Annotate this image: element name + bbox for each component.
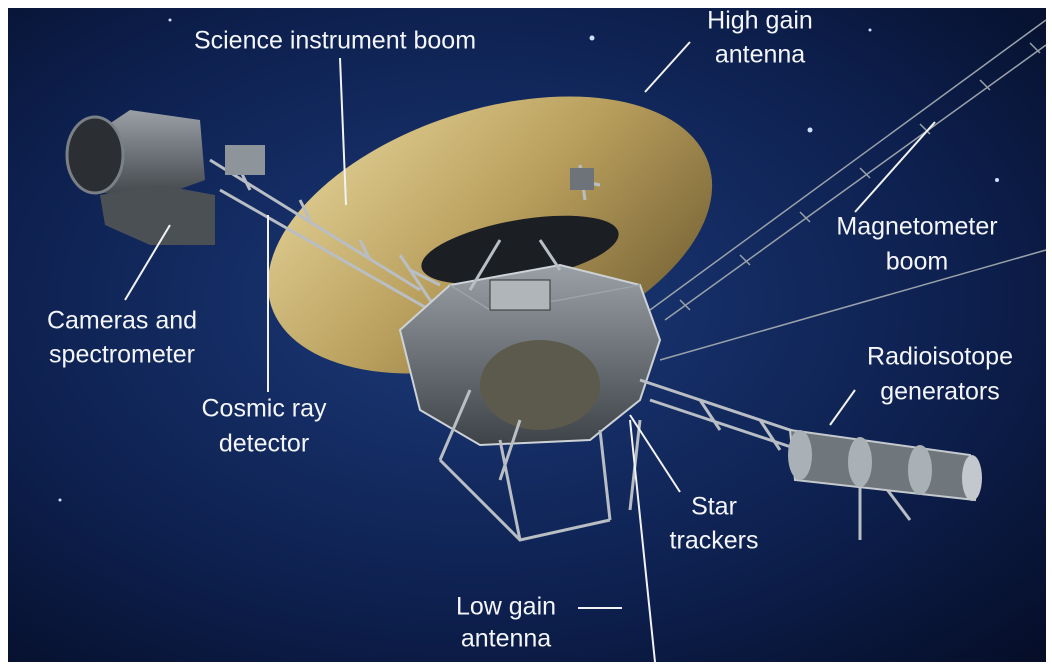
- label: boom: [886, 248, 949, 276]
- label: generators: [880, 378, 1000, 406]
- label: antenna: [715, 41, 805, 69]
- label: Magnetometer: [836, 213, 997, 241]
- label: Science instrument boom: [194, 27, 476, 55]
- label: trackers: [670, 527, 759, 555]
- label: detector: [219, 430, 309, 458]
- label: Low gain: [456, 593, 556, 621]
- label: Cosmic ray: [201, 395, 327, 423]
- label: High gain: [707, 7, 813, 35]
- label: Cameras and: [47, 307, 197, 335]
- diagram: Science instrument boom High gain antenn…: [0, 0, 1052, 670]
- label: spectrometer: [49, 341, 195, 369]
- label: Radioisotope: [867, 343, 1013, 371]
- label: Star: [691, 493, 737, 521]
- label: antenna: [461, 625, 551, 653]
